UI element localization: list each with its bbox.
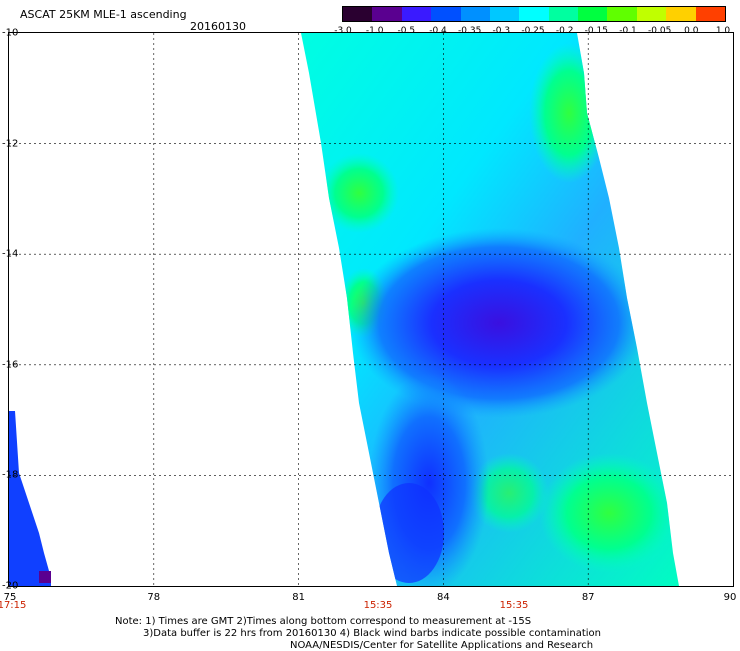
- colorbar-label: -0.4: [429, 26, 447, 36]
- colorbar: [342, 6, 726, 22]
- latitude-label: -20: [2, 580, 19, 592]
- colorbar-segment: [636, 7, 667, 21]
- colorbar-label: 1.0: [715, 26, 731, 36]
- colorbar-label: -1.0: [365, 26, 384, 36]
- colorbar-segment: [431, 7, 461, 21]
- longitude-label: 75: [3, 592, 17, 603]
- colorbar-label: -0.3: [492, 26, 511, 36]
- colorbar-segment: [372, 7, 402, 21]
- colorbar-segment: [607, 7, 637, 21]
- map-title: ASCAT 25KM MLE-1 ascending: [20, 8, 187, 21]
- map-grid: [9, 33, 733, 586]
- time-label-1715: 17:15: [0, 600, 27, 611]
- colorbar-label: -0.35: [458, 26, 482, 36]
- colorbar-segment: [489, 7, 520, 21]
- colorbar-segment: [519, 7, 549, 21]
- colorbar-segment: [343, 7, 373, 21]
- longitude-label: 78: [147, 592, 161, 603]
- colorbar-label: -0.1: [619, 26, 637, 36]
- note-line-1: Note: 1) Times are GMT 2)Times along bot…: [115, 616, 532, 627]
- time-label-1535-b: 15:35: [499, 600, 529, 611]
- longitude-label: 81: [292, 592, 305, 603]
- latitude-label: -16: [2, 359, 19, 371]
- colorbar-label: -3.0: [334, 26, 352, 36]
- colorbar-segment: [401, 7, 432, 21]
- time-label-1535-a: 15:35: [363, 600, 393, 611]
- colorbar-segment: [695, 7, 725, 21]
- colorbar-label: -0.25: [521, 26, 545, 36]
- latitude-label: -18: [2, 469, 19, 481]
- left-swath-fragment: [9, 411, 51, 586]
- note-line-3: NOAA/NESDIS/Center for Satellite Applica…: [290, 640, 594, 651]
- map-date: 20160130: [190, 20, 246, 33]
- longitude-label: 90: [723, 592, 737, 603]
- longitude-label: 87: [581, 592, 595, 603]
- map-plot: [8, 32, 734, 587]
- colorbar-segment: [460, 7, 490, 21]
- colorbar-label: 0.0: [684, 26, 699, 36]
- colorbar-label: -0.2: [555, 26, 574, 36]
- satellite-swath: [301, 33, 679, 586]
- colorbar-segment: [578, 7, 608, 21]
- colorbar-label: -0.5: [397, 26, 416, 36]
- colorbar-segment: [548, 7, 578, 21]
- latitude-label: -12: [2, 138, 19, 150]
- colorbar-segment: [666, 7, 696, 21]
- longitude-label: 84: [437, 592, 450, 603]
- latitude-label: -10: [2, 27, 19, 39]
- note-line-2: 3)Data buffer is 22 hrs from 20160130 4)…: [143, 628, 601, 639]
- colorbar-label: -0.15: [584, 26, 608, 36]
- latitude-label: -14: [2, 248, 19, 260]
- colorbar-label: -0.05: [648, 26, 672, 36]
